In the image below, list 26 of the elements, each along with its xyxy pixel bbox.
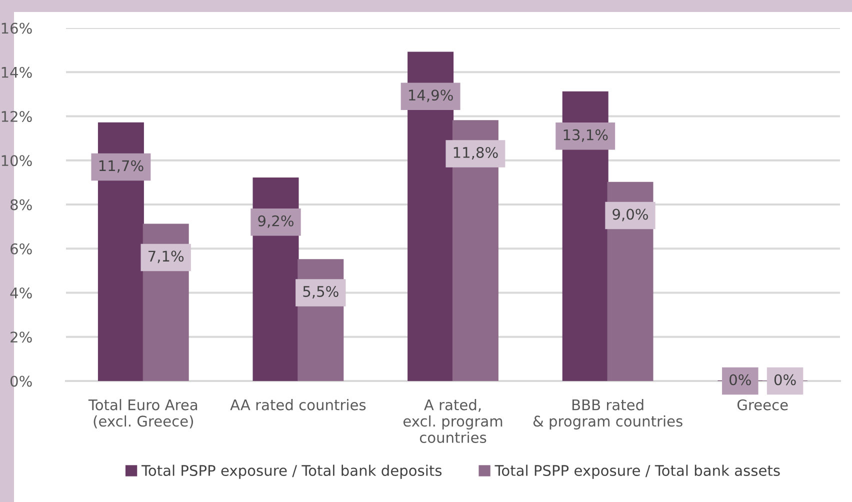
y-tick-label: 2%: [10, 332, 32, 343]
y-tick-label: 4%: [10, 287, 32, 298]
y-tick-label: 10%: [2, 155, 32, 166]
y-tick-label: 8%: [10, 199, 32, 210]
data-label: 14,9%: [408, 90, 453, 102]
data-label: 0%: [730, 374, 751, 386]
y-tick-label: 14%: [2, 66, 32, 78]
data-label: 11,8%: [454, 146, 498, 160]
y-tick-label: 16%: [2, 22, 32, 34]
legend-label: Total PSPP exposure / Total bank deposits: [141, 464, 442, 479]
x-tick-label: Total Euro Area (excl. Greece): [88, 399, 198, 428]
data-label: 7,1%: [148, 250, 184, 264]
x-tick-label: A rated, excl. program countries: [403, 399, 502, 444]
y-tick-label: 6%: [10, 243, 32, 254]
data-label: 5,5%: [303, 286, 338, 298]
y-tick-label: 12%: [2, 110, 32, 122]
data-label: 13,1%: [564, 129, 608, 142]
x-tick-label: BBB rated & program countries: [533, 399, 682, 430]
x-tick-label: Greece: [737, 399, 788, 410]
legend-label: Total PSPP exposure / Total bank assets: [494, 464, 780, 479]
y-tick-label: 0%: [10, 376, 32, 387]
data-label: 9,0%: [612, 208, 648, 222]
data-label: 9,2%: [258, 215, 294, 228]
data-label: 0%: [774, 374, 796, 386]
data-label: 11,7%: [99, 160, 144, 173]
x-tick-label: AA rated countries: [230, 399, 366, 410]
